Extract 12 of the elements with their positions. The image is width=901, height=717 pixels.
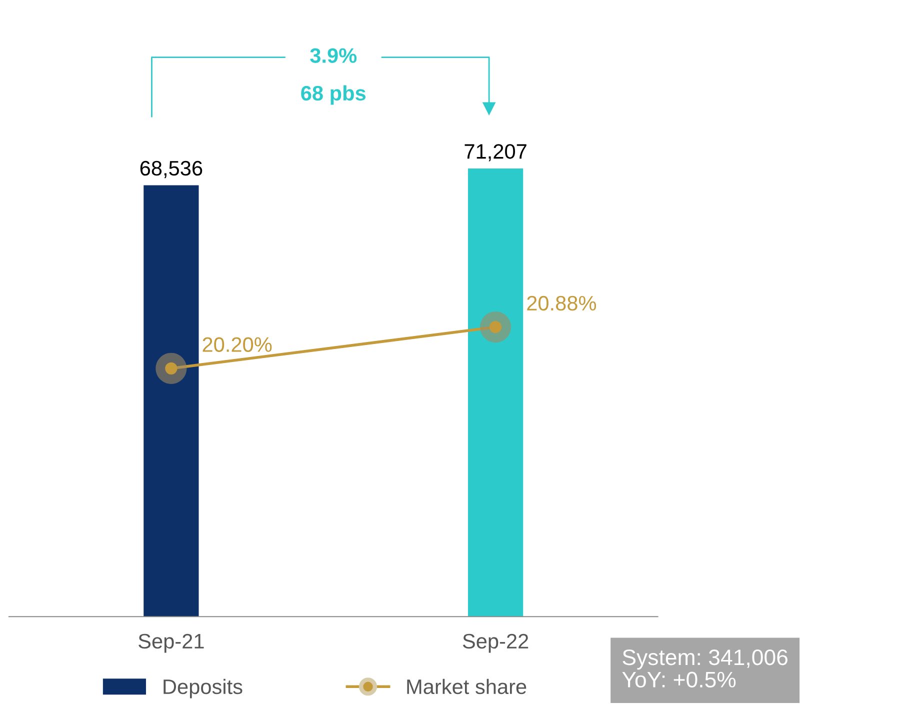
data-label: 20.20% bbox=[202, 337, 272, 352]
legend-label: Deposits bbox=[164, 678, 242, 698]
x-tick-label: Sep-22 bbox=[462, 634, 528, 653]
text: System: 341,006 bbox=[622, 649, 788, 670]
text: YoY: +0.5% bbox=[622, 672, 736, 688]
data-label: 20.88% bbox=[527, 296, 596, 311]
data-label: 68,536 bbox=[140, 160, 202, 178]
text: 3.9% bbox=[310, 48, 357, 63]
x-tick-label: Sep-21 bbox=[138, 634, 204, 653]
text: 68 pbs bbox=[301, 85, 366, 105]
legend-label: Market share bbox=[407, 678, 526, 694]
data-label: 71,207 bbox=[464, 144, 526, 162]
